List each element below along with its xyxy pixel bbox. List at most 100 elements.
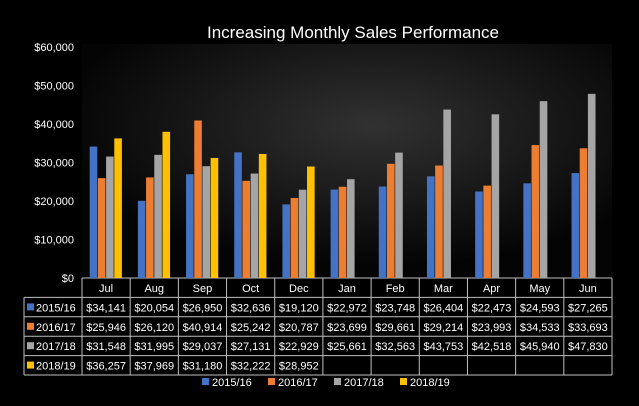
- x-tick-label: Jan: [338, 283, 356, 295]
- y-tick-label: $30,000: [34, 158, 74, 170]
- table-cell-value: $26,404: [423, 302, 463, 314]
- legend-swatch: [334, 378, 341, 385]
- table-cell-value: $25,242: [231, 322, 271, 334]
- bar-2017-18-aug: [154, 154, 162, 278]
- table-series-name: 2015/16: [36, 302, 76, 314]
- table-cell-value: $27,265: [568, 302, 608, 314]
- bar-2016-17-dec: [290, 197, 299, 278]
- x-tick-label: Oct: [242, 283, 259, 295]
- bar-2016-17-jun: [579, 148, 588, 278]
- bar-2018-19-oct: [258, 153, 267, 278]
- table-cell-value: $22,929: [279, 341, 319, 353]
- bar-2016-17-jan: [338, 186, 347, 278]
- bar-2016-17-oct: [242, 180, 251, 278]
- table-cell-value: $32,563: [375, 341, 415, 353]
- table-series-key: [27, 361, 34, 369]
- bar-2015-16-dec: [282, 204, 291, 278]
- legend-swatch: [400, 378, 407, 385]
- table-cell-value: $22,972: [327, 302, 367, 314]
- table-cell-value: $43,753: [423, 341, 463, 353]
- table-cell-value: $42,518: [472, 341, 512, 353]
- legend-swatch: [268, 378, 275, 385]
- table-cell-value: $25,661: [327, 341, 367, 353]
- table-cell-value: $20,787: [279, 322, 319, 334]
- table-cell-value: $19,120: [279, 302, 319, 314]
- legend-label: 2017/18: [344, 377, 384, 389]
- table-cell-value: $25,946: [86, 322, 126, 334]
- legend: 2015/16 2016/17 2017/18 2018/19: [202, 377, 450, 389]
- bar-2018-19-dec: [307, 166, 315, 278]
- table-cell-value: $29,037: [183, 341, 223, 353]
- table-cell-value: $31,180: [183, 361, 223, 373]
- bar-2018-19-aug: [162, 131, 171, 278]
- table-cell-value: $23,993: [472, 322, 512, 334]
- x-tick-label: Sep: [193, 283, 213, 295]
- bar-2016-17-aug: [146, 177, 154, 278]
- table-cell-value: $26,120: [134, 322, 174, 334]
- bar-2015-16-apr: [475, 191, 483, 278]
- bar-2018-19-sep: [210, 157, 219, 278]
- x-tick-label: Mar: [434, 283, 453, 295]
- table-series-key: [27, 303, 34, 311]
- bar-2016-17-apr: [483, 185, 491, 278]
- bar-2017-18-mar: [443, 109, 451, 278]
- bar-2015-16-jan: [330, 189, 339, 278]
- table-cell-value: $32,222: [231, 361, 271, 373]
- table-cell-value: $40,914: [183, 322, 223, 334]
- data-table: Jul Aug Sep Oct Dec Jan Feb Mar Apr May Jun 2015/16…: [23, 278, 613, 376]
- x-tick-label: Aug: [144, 283, 164, 295]
- bar-2018-19-jul: [114, 138, 122, 278]
- table-cell-value: $23,748: [375, 302, 415, 314]
- bar-2016-17-jul: [97, 178, 106, 278]
- bar-2016-17-may: [531, 145, 540, 278]
- bar-2015-16-jun: [571, 173, 580, 278]
- table-cell-value: $34,533: [520, 322, 560, 334]
- bar-2017-18-may: [539, 101, 548, 278]
- table-cell-value: $23,699: [327, 322, 367, 334]
- bar-2017-18-apr: [491, 114, 500, 278]
- bar-2015-16-jul: [89, 146, 98, 278]
- bar-2017-18-jul: [106, 156, 114, 278]
- table-cell-value: $32,636: [231, 302, 271, 314]
- bars-layer: [89, 93, 596, 278]
- table-cell-value: $22,473: [472, 302, 512, 314]
- bar-2016-17-feb: [386, 163, 395, 278]
- table-cell-value: $37,969: [134, 361, 174, 373]
- chart-title: Increasing Monthly Sales Performance: [207, 23, 499, 42]
- table-series-name: 2016/17: [36, 322, 76, 334]
- table-cell-value: $29,214: [423, 322, 463, 334]
- legend-label: 2015/16: [212, 377, 252, 389]
- bar-2015-16-aug: [137, 200, 146, 278]
- table-cell-value: $29,661: [375, 322, 415, 334]
- y-tick-label: $0: [62, 273, 74, 285]
- bar-2015-16-oct: [234, 152, 242, 278]
- table-series-key: [27, 342, 34, 350]
- table-cell-value: $20,054: [134, 302, 174, 314]
- x-tick-label: Apr: [483, 283, 500, 295]
- x-tick-label: Jun: [579, 283, 597, 295]
- table-cell-value: $24,593: [520, 302, 560, 314]
- bar-2016-17-sep: [194, 120, 202, 278]
- bar-2017-18-feb: [395, 152, 403, 278]
- table-cell-value: $34,141: [86, 302, 126, 314]
- x-tick-label: Dec: [289, 283, 309, 295]
- bar-2017-18-dec: [298, 189, 307, 278]
- x-tick-label: Jul: [99, 283, 113, 295]
- bar-2015-16-sep: [186, 174, 194, 278]
- table-cell-value: $33,693: [568, 322, 608, 334]
- y-tick-label: $10,000: [34, 235, 74, 247]
- legend-swatch: [202, 378, 209, 385]
- bar-2015-16-mar: [426, 176, 435, 278]
- table-cell-value: $36,257: [86, 361, 126, 373]
- table-cell-value: $31,995: [134, 341, 174, 353]
- table-cell-value: $28,952: [279, 361, 319, 373]
- bar-2016-17-mar: [435, 165, 443, 278]
- y-tick-label: $60,000: [34, 42, 74, 54]
- y-tick-label: $40,000: [34, 119, 74, 131]
- bar-2015-16-may: [523, 183, 531, 278]
- y-tick-label: $50,000: [34, 81, 74, 93]
- bar-2017-18-jan: [347, 179, 355, 278]
- bar-2017-18-jun: [587, 93, 596, 278]
